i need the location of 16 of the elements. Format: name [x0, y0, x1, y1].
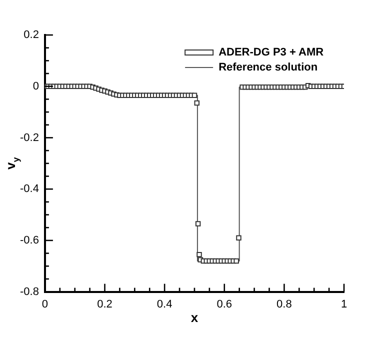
x-tick-label: 0.6 — [216, 298, 232, 310]
y-tick-label: -0.8 — [20, 286, 39, 298]
x-axis-title: x — [190, 310, 199, 325]
x-tick-label: 0.4 — [156, 298, 172, 310]
x-tick-label: 1 — [340, 298, 348, 310]
legend-label: ADER-DG P3 + AMR — [218, 46, 324, 59]
y-tick-label: 0 — [32, 80, 39, 92]
y-tick-label: -0.4 — [20, 183, 39, 196]
y-axis-title: vy — [2, 157, 21, 170]
x-tick-label: 0.2 — [97, 298, 112, 310]
y-tick-label: -0.6 — [20, 234, 39, 246]
x-tick-label: 0.8 — [276, 298, 292, 310]
x-tick-label: 0 — [42, 298, 48, 310]
y-tick-label: 0.2 — [24, 29, 39, 42]
y-tick-label: -0.2 — [20, 132, 39, 144]
legend-label: Reference solution — [218, 62, 318, 74]
